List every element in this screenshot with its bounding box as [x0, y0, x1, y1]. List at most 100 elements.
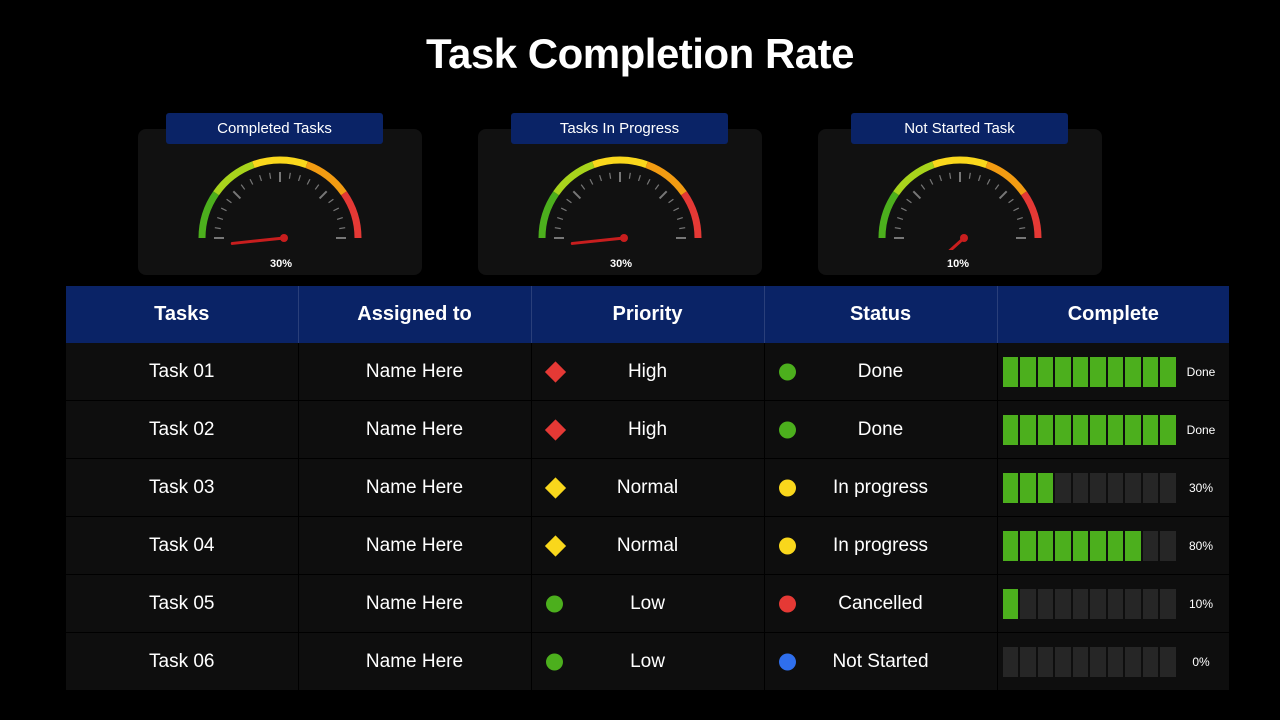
header-complete: Complete: [997, 286, 1229, 343]
progress-segment: [1072, 530, 1088, 561]
progress-segment: [1055, 530, 1071, 561]
progress-segment: [1002, 356, 1018, 387]
table-row: Task 05 Name Here Low Cancelled 10%: [66, 574, 1229, 633]
gauge-tick: [646, 178, 651, 185]
progress-segment: [1072, 356, 1088, 387]
complete-cell: Done: [997, 343, 1229, 401]
status-cell: Cancelled: [764, 574, 998, 633]
progress-segment: [1107, 414, 1123, 445]
table-row: Task 02 Name Here High Done Done: [66, 400, 1229, 459]
progress-bar: [1002, 472, 1176, 503]
gauge-arc-segment: [252, 156, 308, 169]
gauge-tick: [580, 184, 586, 190]
task-name: Task 06: [149, 650, 215, 672]
progress-segment: [1072, 472, 1088, 503]
gauge-tick: [297, 175, 301, 182]
gauge-card-completed: [138, 129, 422, 275]
status-text: Done: [857, 360, 904, 382]
progress-segment: [1002, 472, 1018, 503]
progress-segment: [1002, 588, 1018, 619]
gauge-tick: [1013, 207, 1020, 212]
gauge-tick: [906, 198, 912, 204]
gauge-tick: [572, 190, 582, 200]
gauge-tick: [994, 184, 1000, 190]
gauge-completed: [198, 156, 362, 245]
assigned-cell: Name Here: [298, 343, 532, 401]
table-body: Task 01 Name Here High Done Done Task 02…: [66, 343, 1229, 691]
assigned-name: Name Here: [365, 360, 464, 382]
assigned-cell: Name Here: [298, 400, 532, 459]
progress-segment: [1090, 588, 1106, 619]
gauge-arc-segment: [985, 161, 1027, 196]
gauge-tick: [232, 190, 242, 200]
progress-label: Done: [1186, 364, 1216, 379]
progress-segment: [1002, 530, 1018, 561]
gauge-tick: [654, 184, 660, 190]
gauge-tick: [658, 190, 668, 200]
gauge-tick: [897, 217, 904, 221]
progress-segment: [1037, 414, 1053, 445]
complete-cell: Done: [997, 400, 1229, 459]
priority-text: Low: [630, 650, 665, 672]
gauge-tick: [673, 207, 680, 212]
gauge-tick: [214, 227, 221, 230]
progress-segment: [1055, 356, 1071, 387]
priority-text: Normal: [616, 476, 679, 498]
assigned-cell: Name Here: [298, 458, 532, 517]
table-header-row: Tasks Assigned to Priority Status Comple…: [66, 286, 1229, 343]
gauge-card-not-started: [818, 129, 1102, 275]
priority-marker-icon: [544, 418, 566, 441]
header-priority: Priority: [531, 286, 765, 343]
gauge-needle: [230, 236, 286, 245]
gauge-tick: [560, 207, 567, 212]
gauge-tick: [220, 207, 227, 212]
progress-bar: [1002, 588, 1176, 619]
progress-segment: [1055, 588, 1071, 619]
gauge-tick: [1008, 198, 1014, 204]
assigned-cell: Name Here: [298, 632, 532, 691]
gauge-hub: [280, 234, 288, 242]
assigned-name: Name Here: [365, 592, 464, 614]
header-assigned-to: Assigned to: [298, 286, 532, 343]
gauge-tick: [676, 217, 683, 221]
progress-segment: [1002, 414, 1018, 445]
progress-segment: [1020, 414, 1036, 445]
progress-segment: [1090, 356, 1106, 387]
gauge-tick: [226, 198, 232, 204]
status-dot-icon: [778, 363, 796, 380]
progress-segment: [1125, 472, 1141, 503]
status-cell: In progress: [764, 516, 998, 575]
status-text: Cancelled: [838, 592, 923, 614]
table-row: Task 01 Name Here High Done Done: [66, 343, 1229, 401]
assigned-name: Name Here: [365, 534, 464, 556]
gauge-tick: [259, 175, 263, 182]
status-cell: Not Started: [764, 632, 998, 691]
gauge-tick: [599, 175, 603, 182]
task-name-cell: Task 02: [66, 400, 299, 459]
progress-segment: [1055, 646, 1071, 677]
progress-segment: [1020, 356, 1036, 387]
gauge-tick: [240, 184, 246, 190]
task-name: Task 04: [149, 534, 215, 556]
gauge-tick: [589, 178, 594, 185]
progress-segment: [1002, 646, 1018, 677]
priority-marker-icon: [544, 476, 566, 499]
assigned-cell: Name Here: [298, 516, 532, 575]
header-tasks: Tasks: [66, 286, 299, 343]
progress-segment: [1090, 414, 1106, 445]
gauge-tick: [894, 227, 901, 230]
progress-segment: [1090, 646, 1106, 677]
gauge-tick: [314, 184, 320, 190]
progress-segment: [1142, 414, 1158, 445]
progress-segment: [1160, 530, 1176, 561]
progress-segment: [1125, 414, 1141, 445]
header-status: Status: [764, 286, 998, 343]
status-dot-icon: [778, 479, 796, 496]
progress-segment: [1107, 588, 1123, 619]
gauge-tick: [637, 175, 641, 182]
progress-segment: [1072, 646, 1088, 677]
task-name-cell: Task 06: [66, 632, 299, 691]
complete-cell: 0%: [997, 632, 1229, 691]
gauge-tick: [336, 217, 343, 221]
gauge-tick: [679, 227, 686, 230]
